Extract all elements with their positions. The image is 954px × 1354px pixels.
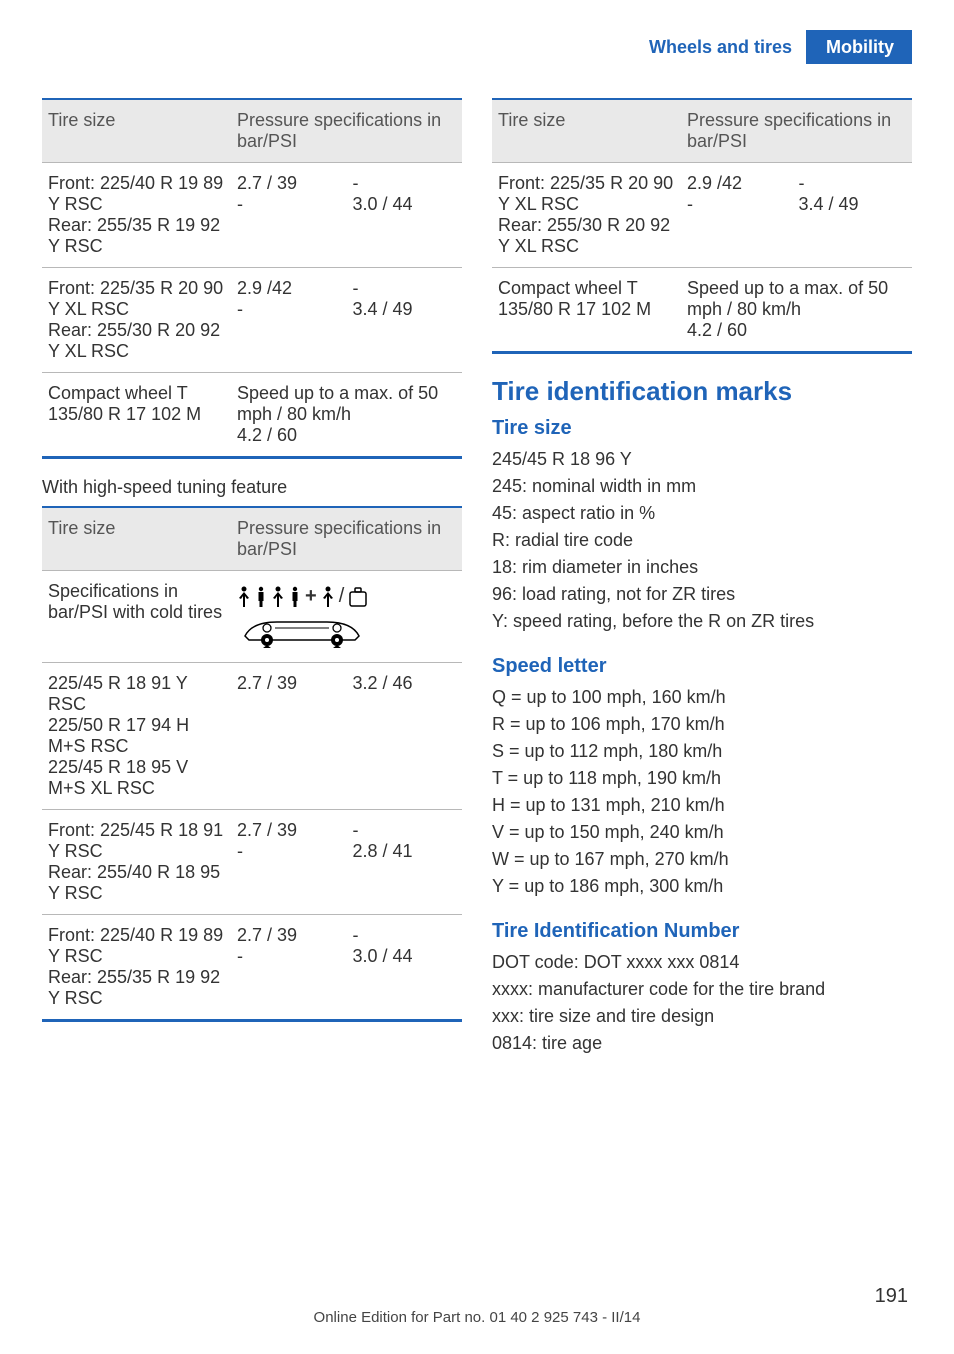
table-row: Front: 225/35 R 20 90 Y XL RSC Rear: 255… xyxy=(42,268,462,373)
page-number: 191 xyxy=(875,1285,908,1308)
col-header-pressure: Pressure specifications in bar/PSI xyxy=(231,507,462,571)
cell-pressure-merged: Speed up to a max. of 50 mph / 80 km/h 4… xyxy=(681,268,912,353)
luggage-icon xyxy=(348,586,368,608)
text-line: Q = up to 100 mph, 160 km/h xyxy=(492,684,912,711)
person-icon xyxy=(321,586,335,608)
cell-tire: 225/45 R 18 91 Y RSC 225/50 R 17 94 H M+… xyxy=(42,663,231,810)
speed-letter-content: Q = up to 100 mph, 160 km/h R = up to 10… xyxy=(492,684,912,900)
col-header-tire-size: Tire size xyxy=(42,507,231,571)
cell-pressure-icons: + / xyxy=(231,571,462,663)
cell-tire: Compact wheel T 135/80 R 17 102 M xyxy=(492,268,681,353)
tire-table-right-1: Tire size Pressure specifications in bar… xyxy=(492,98,912,354)
text-line: W = up to 167 mph, 270 km/h xyxy=(492,846,912,873)
col-header-pressure: Pressure specifications in bar/PSI xyxy=(681,99,912,163)
table-row: Front: 225/40 R 19 89 Y RSC Rear: 255/35… xyxy=(42,915,462,1021)
cell-tire: Front: 225/45 R 18 91 Y RSC Rear: 255/40… xyxy=(42,810,231,915)
left-column: Tire size Pressure specifications in bar… xyxy=(42,98,462,1354)
person-icon xyxy=(237,586,251,608)
col-header-pressure: Pressure specifications in bar/PSI xyxy=(231,99,462,163)
header-bar: Wheels and tires Mobility xyxy=(42,30,912,64)
section-badge: Mobility xyxy=(806,30,912,64)
text-line: 96: load rating, not for ZR tires xyxy=(492,581,912,608)
cell-pressure-b: - 3.4 / 49 xyxy=(347,268,463,373)
table-row: Compact wheel T 135/80 R 17 102 M Speed … xyxy=(492,268,912,353)
tire-table-left-2: Tire size Pressure specifications in bar… xyxy=(42,506,462,1022)
person-icon xyxy=(289,586,301,608)
text-line: 45: aspect ratio in % xyxy=(492,500,912,527)
cell-tire: Front: 225/40 R 19 89 Y RSC Rear: 255/35… xyxy=(42,163,231,268)
subsection-heading: Speed letter xyxy=(492,655,912,678)
cell-pressure-b: - 3.4 / 49 xyxy=(793,163,912,268)
table-row: 225/45 R 18 91 Y RSC 225/50 R 17 94 H M+… xyxy=(42,663,462,810)
subsection-heading: Tire size xyxy=(492,417,912,440)
section-heading: Tire identification marks xyxy=(492,376,912,407)
table-caption: With high-speed tuning feature xyxy=(42,477,462,498)
text-line: Y = up to 186 mph, 300 km/h xyxy=(492,873,912,900)
text-line: 18: rim diameter in inches xyxy=(492,554,912,581)
cell-pressure-a: 2.7 / 39 xyxy=(231,663,347,810)
table-row: Front: 225/45 R 18 91 Y RSC Rear: 255/40… xyxy=(42,810,462,915)
table-row: Compact wheel T 135/80 R 17 102 M Speed … xyxy=(42,373,462,458)
table-row: Front: 225/40 R 19 89 Y RSC Rear: 255/35… xyxy=(42,163,462,268)
content-columns: Tire size Pressure specifications in bar… xyxy=(42,98,912,1354)
car-load-icon xyxy=(237,614,456,648)
cell-tire: Compact wheel T 135/80 R 17 102 M xyxy=(42,373,231,458)
section-label: Wheels and tires xyxy=(649,30,806,64)
slash-icon: / xyxy=(339,585,345,608)
table-header-row: Tire size Pressure specifications in bar… xyxy=(42,99,462,163)
cell-pressure-b: - 2.8 / 41 xyxy=(347,810,463,915)
cell-pressure-b: 3.2 / 46 xyxy=(347,663,463,810)
text-line: R = up to 106 mph, 170 km/h xyxy=(492,711,912,738)
person-icon xyxy=(271,586,285,608)
tire-table-left-1: Tire size Pressure specifications in bar… xyxy=(42,98,462,459)
col-header-tire-size: Tire size xyxy=(492,99,681,163)
cell-tire: Front: 225/35 R 20 90 Y XL RSC Rear: 255… xyxy=(492,163,681,268)
pressure-icons: + / xyxy=(237,581,456,652)
text-line: Y: speed rating, before the R on ZR tire… xyxy=(492,608,912,635)
text-line: T = up to 118 mph, 190 km/h xyxy=(492,765,912,792)
text-line: H = up to 131 mph, 210 km/h xyxy=(492,792,912,819)
text-line: 245/45 R 18 96 Y xyxy=(492,446,912,473)
cell-pressure-a: 2.7 / 39 - xyxy=(231,163,347,268)
cell-pressure-merged: Speed up to a max. of 50 mph / 80 km/h 4… xyxy=(231,373,462,458)
text-line: xxx: tire size and tire design xyxy=(492,1003,912,1030)
text-line: R: radial tire code xyxy=(492,527,912,554)
text-line: DOT code: DOT xxxx xxx 0814 xyxy=(492,949,912,976)
cell-tire: Front: 225/40 R 19 89 Y RSC Rear: 255/35… xyxy=(42,915,231,1021)
cell-tire: Specifications in bar/PSI with cold tire… xyxy=(42,571,231,663)
table-row: Specifications in bar/PSI with cold tire… xyxy=(42,571,462,663)
col-header-tire-size: Tire size xyxy=(42,99,231,163)
footer-text: Online Edition for Part no. 01 40 2 925 … xyxy=(0,1309,954,1326)
tin-content: DOT code: DOT xxxx xxx 0814 xxxx: manufa… xyxy=(492,949,912,1057)
page: Wheels and tires Mobility Tire size Pres… xyxy=(0,0,954,1354)
cell-tire: Front: 225/35 R 20 90 Y XL RSC Rear: 255… xyxy=(42,268,231,373)
cell-pressure-a: 2.7 / 39 - xyxy=(231,810,347,915)
text-line: S = up to 112 mph, 180 km/h xyxy=(492,738,912,765)
table-header-row: Tire size Pressure specifications in bar… xyxy=(42,507,462,571)
text-line: 245: nominal width in mm xyxy=(492,473,912,500)
right-column: Tire size Pressure specifications in bar… xyxy=(492,98,912,1354)
subsection-heading: Tire Identification Number xyxy=(492,920,912,943)
cell-pressure-b: - 3.0 / 44 xyxy=(347,163,463,268)
passenger-icon-row: + / xyxy=(237,585,456,608)
text-line: 0814: tire age xyxy=(492,1030,912,1057)
table-header-row: Tire size Pressure specifications in bar… xyxy=(492,99,912,163)
tire-size-content: 245/45 R 18 96 Y 245: nominal width in m… xyxy=(492,446,912,635)
table-row: Front: 225/35 R 20 90 Y XL RSC Rear: 255… xyxy=(492,163,912,268)
cell-pressure-a: 2.9 /42 - xyxy=(231,268,347,373)
cell-pressure-a: 2.9 /42 - xyxy=(681,163,793,268)
cell-pressure-a: 2.7 / 39 - xyxy=(231,915,347,1021)
text-line: xxxx: manufacturer code for the tire bra… xyxy=(492,976,912,1003)
person-icon xyxy=(255,586,267,608)
text-line: V = up to 150 mph, 240 km/h xyxy=(492,819,912,846)
cell-pressure-b: - 3.0 / 44 xyxy=(347,915,463,1021)
plus-sign: + xyxy=(305,585,317,608)
